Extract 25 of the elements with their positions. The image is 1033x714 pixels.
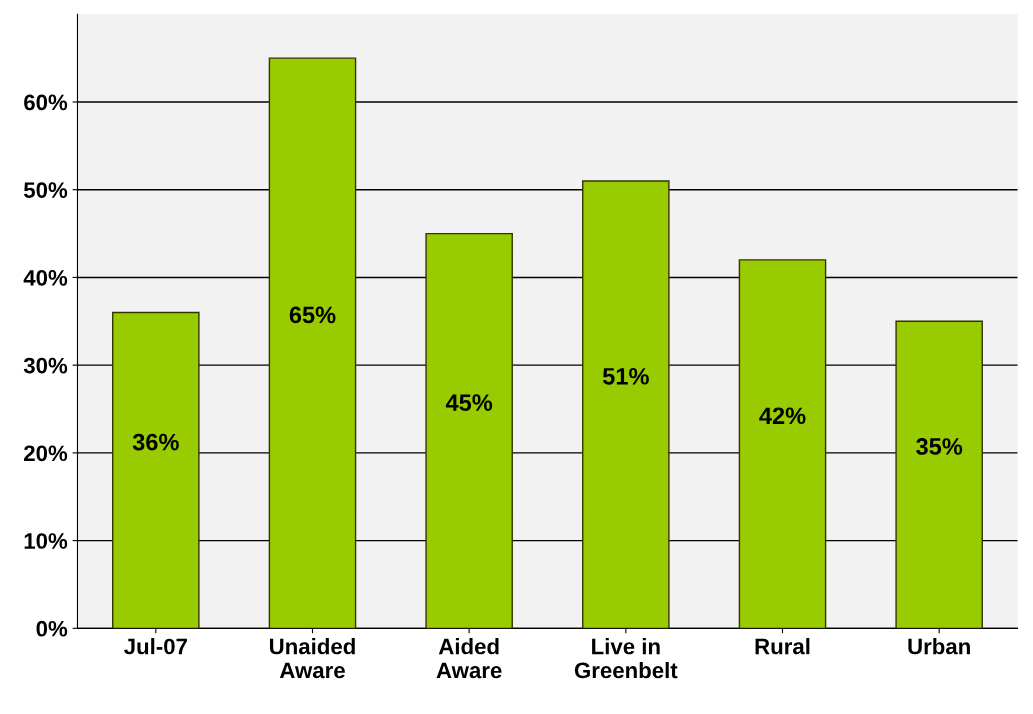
data-label: 65% [289, 306, 336, 324]
bar [895, 320, 983, 629]
x-tick-label: Live in Greenbelt [574, 638, 678, 679]
y-tick-label: 30% [23, 357, 68, 374]
data-label: 36% [132, 433, 179, 451]
y-tick-label: 60% [24, 94, 68, 111]
y-tick-label: 10% [24, 533, 68, 549]
data-label: 35% [916, 438, 963, 455]
x-tick-label: Unaided Aware [269, 638, 355, 679]
x-tick-label: Aided Aware [436, 638, 502, 679]
y-tick-label: 50% [23, 182, 68, 198]
bar [268, 57, 357, 629]
x-tick-label: Urban [908, 638, 970, 655]
y-tick-label: 20% [24, 445, 68, 462]
bar [425, 232, 513, 629]
bar [582, 180, 670, 629]
bar [738, 259, 827, 629]
data-label: 42% [759, 407, 806, 425]
y-tick-label: 0% [36, 620, 68, 637]
y-tick-label: 40% [23, 269, 68, 286]
data-label: 45% [445, 394, 493, 411]
data-label: 51% [602, 368, 649, 385]
bar [112, 311, 200, 629]
x-tick-label: Jul-07 [124, 638, 187, 655]
x-tick-label: Rural [755, 638, 810, 655]
